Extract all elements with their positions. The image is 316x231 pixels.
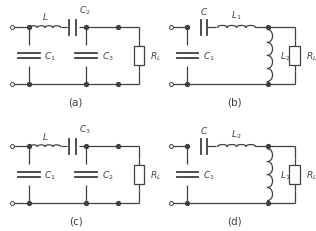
Bar	[289, 166, 300, 184]
Text: $C_1$: $C_1$	[44, 50, 56, 62]
Text: $C_1$: $C_1$	[44, 169, 56, 181]
Text: $L$: $L$	[42, 130, 48, 141]
Text: $C_1$: $C_1$	[203, 50, 215, 62]
Text: $C_3$: $C_3$	[79, 123, 91, 136]
Text: $C$: $C$	[200, 125, 208, 136]
Text: $C$: $C$	[200, 6, 208, 17]
Text: (b): (b)	[227, 97, 242, 107]
Bar	[134, 166, 144, 184]
Text: $L_2$: $L_2$	[280, 50, 290, 62]
Text: $R_L$: $R_L$	[150, 50, 162, 62]
Text: $C_3$: $C_3$	[102, 50, 113, 62]
Text: $C_1$: $C_1$	[203, 169, 215, 181]
Text: (a): (a)	[69, 97, 83, 107]
Text: $C_2$: $C_2$	[102, 169, 113, 181]
Text: $R_L$: $R_L$	[306, 50, 316, 62]
Text: $R_L$: $R_L$	[306, 169, 316, 181]
Text: (d): (d)	[227, 216, 242, 225]
Text: $L_1$: $L_1$	[231, 9, 242, 22]
Text: $C_2$: $C_2$	[79, 5, 91, 17]
Text: $L_1$: $L_1$	[280, 169, 291, 181]
Text: $R_L$: $R_L$	[150, 169, 162, 181]
Text: (c): (c)	[69, 216, 82, 225]
Text: $L$: $L$	[42, 11, 48, 22]
Bar	[134, 47, 144, 65]
Bar	[289, 47, 300, 65]
Text: $L_2$: $L_2$	[231, 128, 242, 141]
